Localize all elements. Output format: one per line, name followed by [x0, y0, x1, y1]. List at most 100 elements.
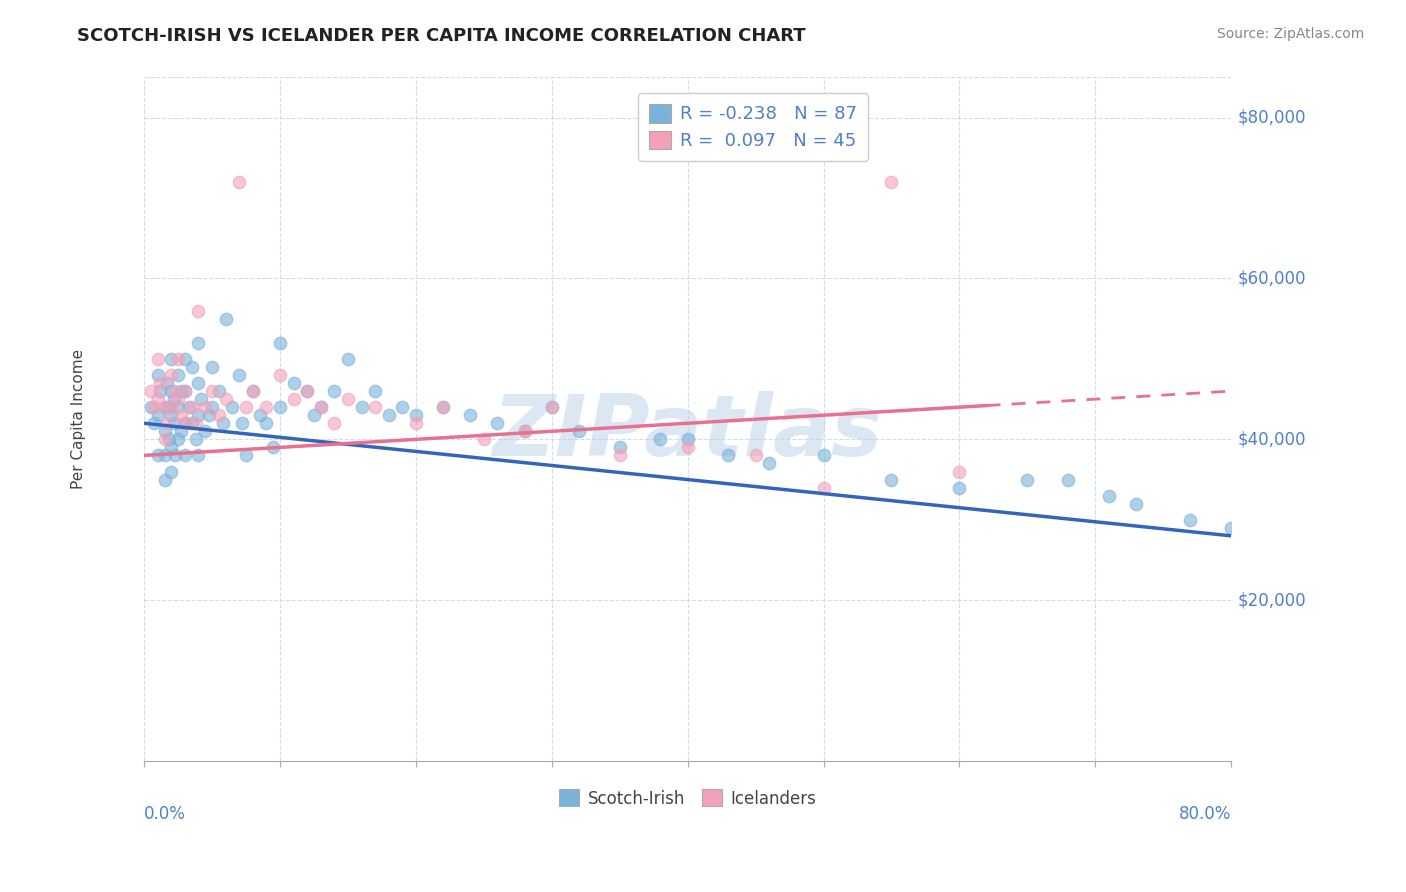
Text: SCOTCH-IRISH VS ICELANDER PER CAPITA INCOME CORRELATION CHART: SCOTCH-IRISH VS ICELANDER PER CAPITA INC…	[77, 27, 806, 45]
Point	[165, 449, 187, 463]
Point	[1125, 497, 1147, 511]
Point	[163, 417, 186, 431]
Point	[609, 449, 631, 463]
Point	[153, 425, 176, 439]
Point	[194, 425, 217, 439]
Point	[676, 441, 699, 455]
Point	[1220, 521, 1243, 535]
Point	[336, 351, 359, 366]
Point	[153, 400, 176, 414]
Point	[149, 376, 172, 390]
Point	[170, 425, 193, 439]
Point	[180, 417, 202, 431]
Point	[283, 376, 305, 390]
Point	[157, 400, 180, 414]
Point	[173, 417, 195, 431]
Point	[184, 433, 207, 447]
Point	[405, 408, 427, 422]
Point	[472, 433, 495, 447]
Point	[173, 384, 195, 398]
Point	[458, 408, 481, 422]
Point	[167, 392, 190, 406]
Point	[187, 376, 209, 390]
Point	[201, 359, 224, 374]
Point	[235, 449, 257, 463]
Point	[153, 400, 176, 414]
Point	[364, 400, 387, 414]
Point	[173, 351, 195, 366]
Text: $80,000: $80,000	[1239, 109, 1306, 127]
Point	[208, 408, 231, 422]
Point	[254, 417, 277, 431]
Point	[142, 417, 165, 431]
Text: $40,000: $40,000	[1239, 430, 1306, 449]
Point	[269, 400, 291, 414]
Point	[432, 400, 454, 414]
Text: $20,000: $20,000	[1239, 591, 1306, 609]
Point	[813, 449, 835, 463]
Point	[391, 400, 413, 414]
Point	[157, 433, 180, 447]
Point	[201, 384, 224, 398]
Point	[249, 408, 271, 422]
Point	[269, 335, 291, 350]
Text: Per Capita Income: Per Capita Income	[72, 349, 86, 490]
Point	[295, 384, 318, 398]
Point	[184, 417, 207, 431]
Point	[160, 384, 183, 398]
Point	[156, 417, 179, 431]
Point	[1057, 473, 1080, 487]
Point	[167, 433, 190, 447]
Point	[187, 449, 209, 463]
Point	[405, 417, 427, 431]
Point	[323, 384, 346, 398]
Point	[948, 465, 970, 479]
Point	[1017, 473, 1039, 487]
Point	[350, 400, 373, 414]
Point	[242, 384, 264, 398]
Point	[146, 351, 169, 366]
Point	[180, 359, 202, 374]
Point	[214, 392, 236, 406]
Point	[262, 441, 284, 455]
Point	[160, 351, 183, 366]
Point	[242, 384, 264, 398]
Point	[160, 441, 183, 455]
Point	[187, 408, 209, 422]
Point	[568, 425, 591, 439]
Point	[486, 417, 509, 431]
Point	[228, 368, 250, 382]
Point	[221, 400, 243, 414]
Point	[758, 457, 780, 471]
Point	[160, 408, 183, 422]
Point	[167, 351, 190, 366]
Point	[214, 311, 236, 326]
Point	[880, 473, 903, 487]
Point	[149, 384, 172, 398]
Point	[180, 400, 202, 414]
Point	[173, 449, 195, 463]
Point	[146, 449, 169, 463]
Text: 0.0%: 0.0%	[145, 805, 186, 823]
Point	[1180, 513, 1202, 527]
Point	[139, 384, 162, 398]
Point	[269, 368, 291, 382]
Point	[717, 449, 740, 463]
Point	[254, 400, 277, 414]
Point	[163, 392, 186, 406]
Point	[146, 368, 169, 382]
Point	[173, 384, 195, 398]
Text: 80.0%: 80.0%	[1178, 805, 1232, 823]
Point	[880, 175, 903, 189]
Point	[142, 400, 165, 414]
Point	[146, 392, 169, 406]
Point	[173, 417, 195, 431]
Point	[235, 400, 257, 414]
Point	[177, 400, 200, 414]
Point	[153, 433, 176, 447]
Point	[187, 303, 209, 318]
Point	[513, 425, 536, 439]
Point	[302, 408, 325, 422]
Point	[948, 481, 970, 495]
Point	[323, 417, 346, 431]
